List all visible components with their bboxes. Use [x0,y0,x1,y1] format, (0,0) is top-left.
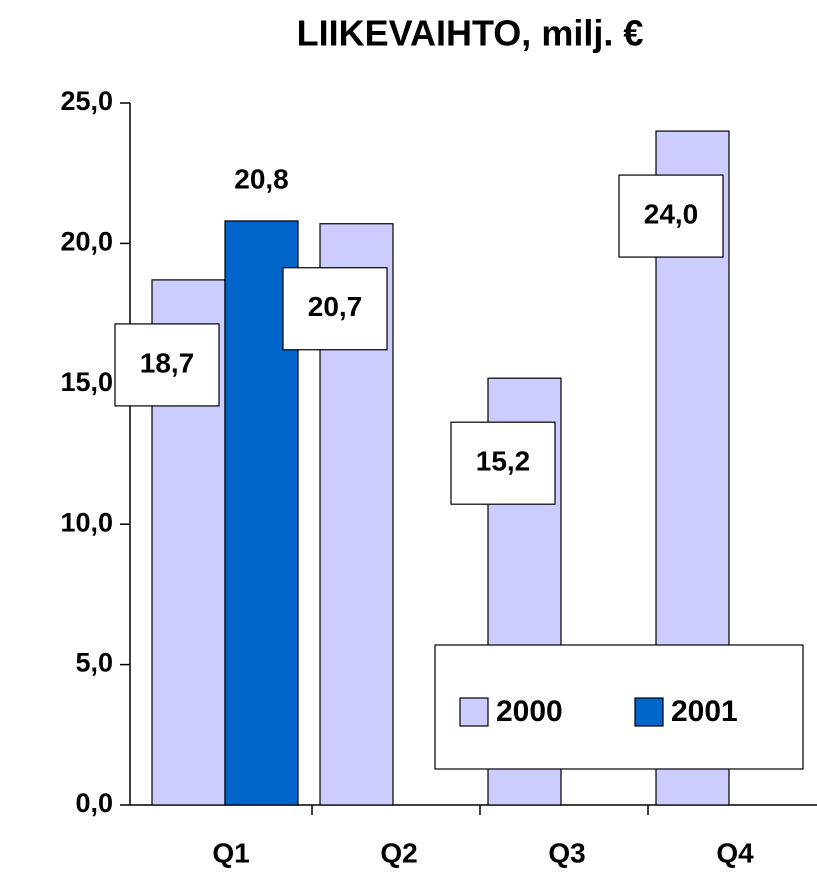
x-tick-label: Q2 [380,837,417,868]
y-tick-label: 5,0 [75,648,113,678]
chart-title: LIIKEVAIHTO, milj. € [297,13,644,54]
x-tick-label: Q1 [212,837,249,868]
value-label: 24,0 [644,198,699,229]
value-label: 20,8 [234,163,289,194]
y-tick-label: 15,0 [60,367,113,397]
value-label-box [450,421,556,505]
x-tick-label: Q4 [716,837,754,868]
value-label-box [618,174,724,258]
legend-label: 2001 [671,695,738,728]
legend-label: 2000 [496,695,563,728]
y-tick-label: 25,0 [60,86,113,116]
y-tick-label: 0,0 [75,788,113,818]
value-label: 20,7 [308,291,363,322]
y-tick-label: 10,0 [60,507,113,537]
value-label-box [282,267,388,351]
x-tick-label: Q3 [548,837,585,868]
y-tick-label: 20,0 [60,227,113,257]
value-label: 15,2 [476,446,531,477]
legend-swatch [634,697,664,727]
value-label-box [114,323,220,407]
legend-box [434,644,804,770]
legend-swatch [459,697,489,727]
value-label: 18,7 [140,347,195,378]
